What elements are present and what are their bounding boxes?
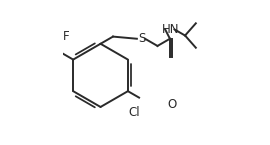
Text: O: O bbox=[167, 98, 176, 111]
Text: S: S bbox=[138, 32, 145, 45]
Text: HN: HN bbox=[161, 23, 179, 36]
Text: F: F bbox=[63, 30, 70, 43]
Text: Cl: Cl bbox=[129, 106, 140, 119]
